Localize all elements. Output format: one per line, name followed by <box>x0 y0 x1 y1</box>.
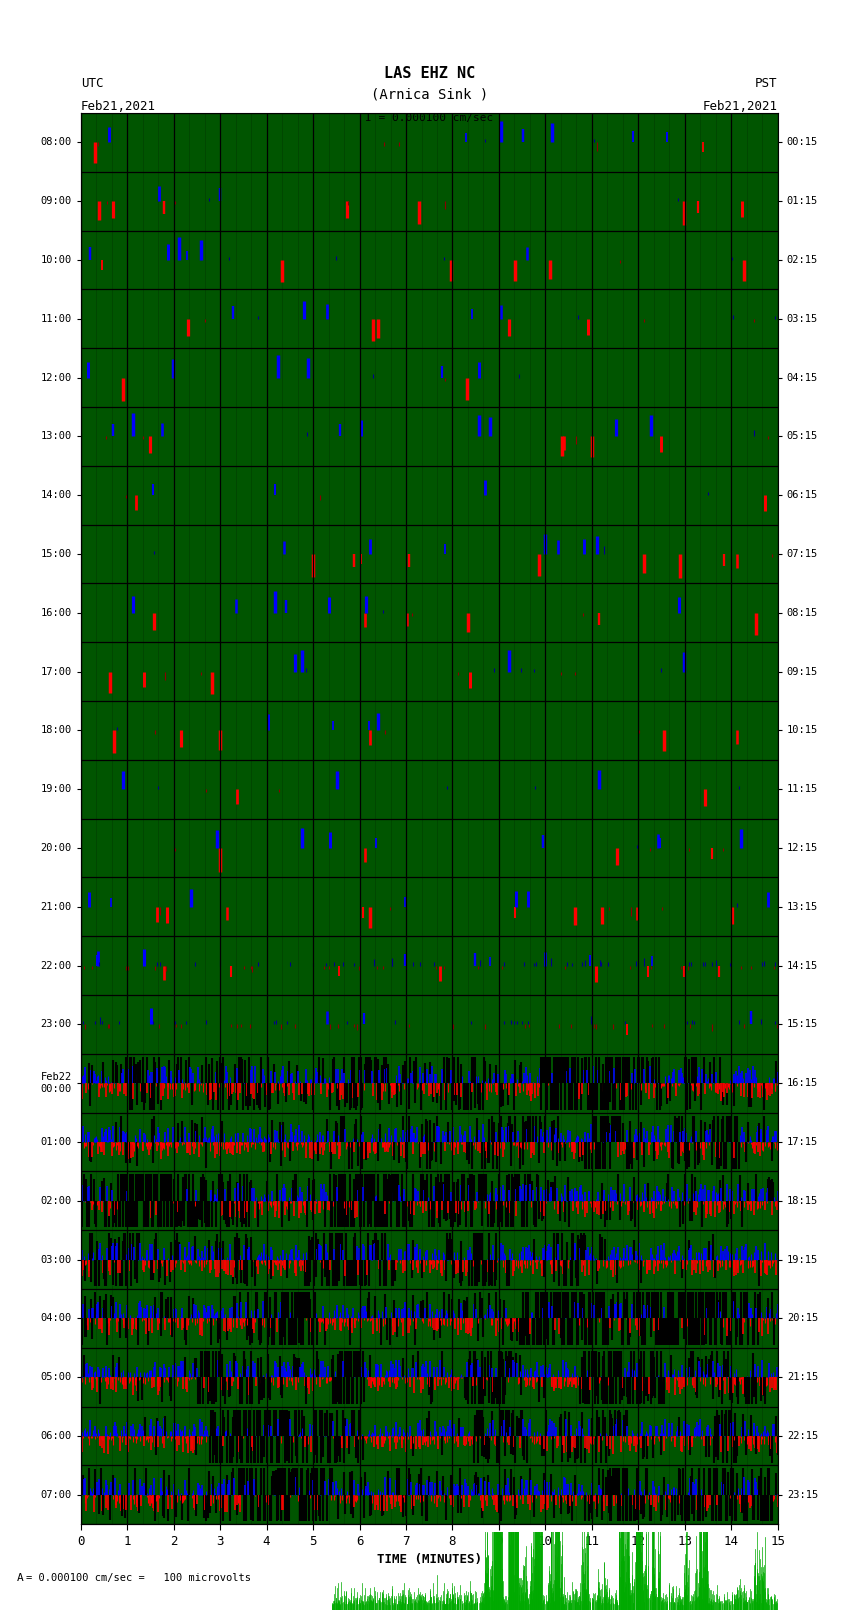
Text: LAS EHZ NC: LAS EHZ NC <box>383 66 475 81</box>
Text: = 0.000100 cm/sec =   100 microvolts: = 0.000100 cm/sec = 100 microvolts <box>26 1573 251 1582</box>
Text: A: A <box>17 1573 24 1582</box>
X-axis label: TIME (MINUTES): TIME (MINUTES) <box>377 1553 482 1566</box>
Text: I = 0.000100 cm/sec: I = 0.000100 cm/sec <box>366 113 493 123</box>
Text: PST: PST <box>756 77 778 90</box>
Text: Feb21,2021: Feb21,2021 <box>703 100 778 113</box>
Text: UTC: UTC <box>81 77 103 90</box>
Text: Feb21,2021: Feb21,2021 <box>81 100 156 113</box>
Text: (Arnica Sink ): (Arnica Sink ) <box>371 87 488 102</box>
